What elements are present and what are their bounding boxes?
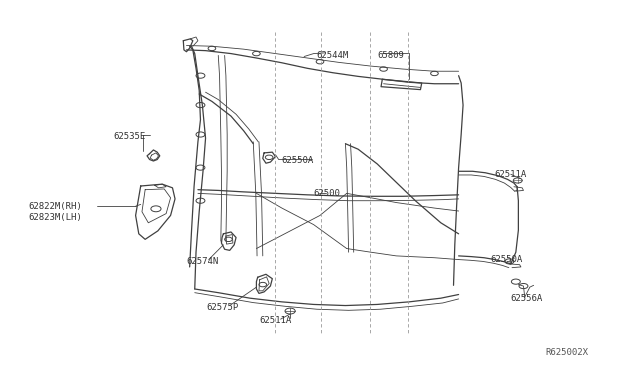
Text: 62822M(RH): 62822M(RH) [29,202,83,211]
Text: 62500: 62500 [314,189,340,198]
Text: 62511A: 62511A [260,316,292,325]
Text: 62544M: 62544M [317,51,349,60]
Text: 62550A: 62550A [490,255,523,264]
Text: 62556A: 62556A [511,294,543,303]
Text: 62511A: 62511A [495,170,527,179]
Text: 62823M(LH): 62823M(LH) [29,213,83,222]
Text: 62575P: 62575P [207,303,239,312]
Text: R625002X: R625002X [546,348,589,357]
Text: 62574N: 62574N [186,257,219,266]
Text: 62550A: 62550A [282,156,314,165]
Text: 65809: 65809 [377,51,404,60]
Text: 62535E: 62535E [113,132,146,141]
